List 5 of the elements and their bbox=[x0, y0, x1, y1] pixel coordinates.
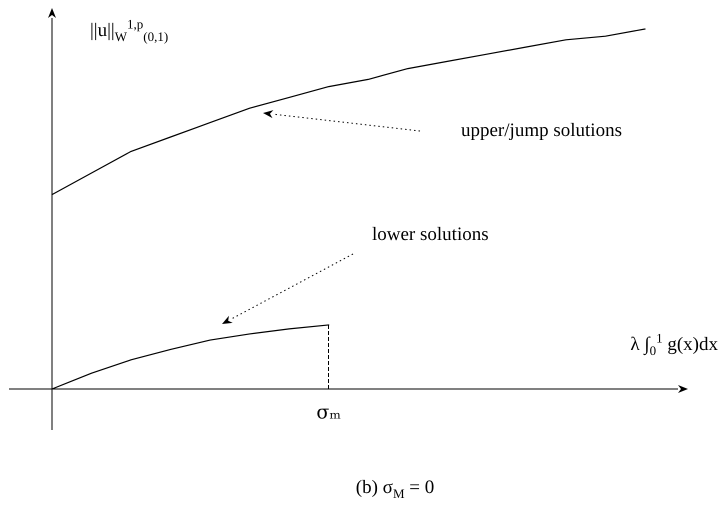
annotation: upper/jump solutions bbox=[461, 120, 622, 142]
x-axis-title: λ ∫$_{0}$$^{1}$ g(x)dx bbox=[630, 330, 718, 358]
text: (b) σ$_{M}$ = 0 bbox=[356, 477, 434, 501]
text: σₘ bbox=[316, 402, 342, 424]
annotation: lower solutions bbox=[372, 224, 489, 246]
